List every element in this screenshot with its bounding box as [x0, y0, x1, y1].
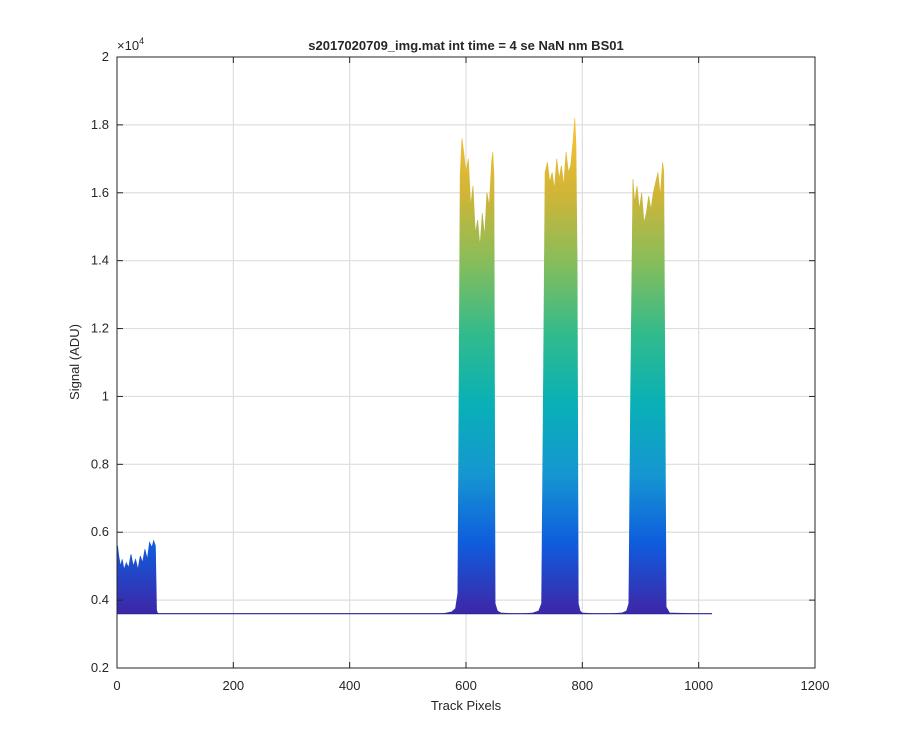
- y-tick-label: 1.8: [91, 117, 109, 132]
- y-exponent-base: ×10: [117, 38, 139, 53]
- y-exponent-power: 4: [139, 36, 144, 46]
- signal-line: [117, 118, 713, 615]
- y-axis-label: Signal (ADU): [67, 324, 82, 400]
- x-tick-label: 1000: [684, 678, 713, 693]
- axis-ticks: [116, 56, 816, 669]
- x-axis-label: Track Pixels: [431, 698, 502, 713]
- x-tick-label: 600: [455, 678, 477, 693]
- y-tick-label: 0.6: [91, 524, 109, 539]
- chart-title: s2017020709_img.mat int time = 4 se NaN …: [308, 38, 623, 53]
- y-tick-labels: 0.2 0.4 0.6 0.8 1 1.2 1.4 1.6 1.8 2: [91, 49, 109, 675]
- x-tick-label: 0: [113, 678, 120, 693]
- x-tick-label: 200: [222, 678, 244, 693]
- y-tick-label: 2: [102, 49, 109, 64]
- signal-area-fill: [117, 118, 713, 614]
- y-tick-label: 1.4: [91, 253, 109, 268]
- y-exponent-label: ×104: [117, 36, 144, 53]
- y-tick-label: 1.6: [91, 185, 109, 200]
- x-tick-label: 400: [339, 678, 361, 693]
- signal-area: [117, 118, 713, 615]
- x-tick-label: 1200: [801, 678, 830, 693]
- x-tick-labels: 0 200 400 600 800 1000 1200: [113, 678, 829, 693]
- x-tick-label: 800: [571, 678, 593, 693]
- y-tick-label: 0.8: [91, 456, 109, 471]
- y-tick-label: 0.2: [91, 660, 109, 675]
- y-tick-label: 0.4: [91, 592, 109, 607]
- y-tick-label: 1.2: [91, 321, 109, 336]
- y-tick-label: 1: [102, 388, 109, 403]
